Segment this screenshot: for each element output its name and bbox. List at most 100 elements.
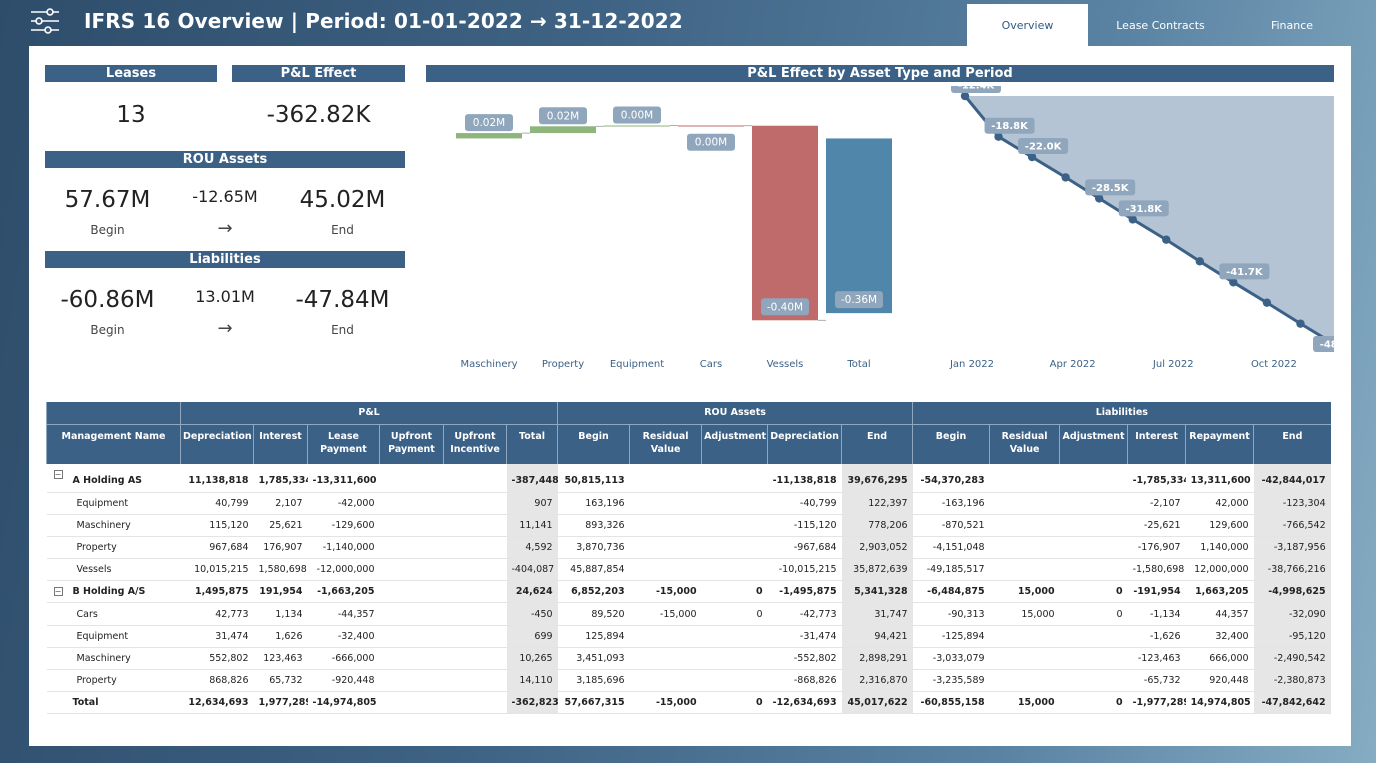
cell-total: -362,823: [506, 691, 558, 715]
pl-effect-header: P&L Effect: [232, 65, 405, 82]
column-header-residual-value-8[interactable]: Residual Value: [629, 424, 702, 464]
row-name: Vessels: [46, 558, 181, 582]
rou-begin-value: 57.67M: [64, 187, 151, 213]
cell-lease-payment: -920,448: [307, 669, 380, 693]
rou-end-label: End: [331, 223, 354, 237]
cell-depreciation: 40,799: [180, 492, 254, 515]
cell-residual-value: 15,000: [989, 602, 1060, 626]
collapse-icon[interactable]: −: [53, 587, 63, 597]
waterfall-bar-cars[interactable]: [678, 125, 744, 127]
point-label-bg: [1118, 200, 1169, 217]
trend-point[interactable]: [1195, 257, 1205, 266]
trend-point[interactable]: [1296, 319, 1305, 328]
cell-residual-value: [989, 464, 1060, 493]
trend-point[interactable]: [1094, 194, 1104, 203]
cell-total: 699: [506, 625, 558, 648]
data-label: -0.36M: [841, 294, 877, 306]
column-header-adjustment-14[interactable]: Adjustment: [1059, 424, 1128, 464]
cell-upfront-incentive: [443, 602, 507, 626]
cell-interest: -176,907: [1127, 536, 1186, 560]
cell-interest: -123,463: [1127, 647, 1186, 671]
table-row[interactable]: Maschinery 115,120 25,621 -129,600 11,141 893…: [46, 514, 1331, 537]
waterfall-bar-total[interactable]: [826, 138, 892, 314]
cell-upfront-incentive: [443, 514, 507, 537]
trend-point[interactable]: [1027, 152, 1037, 162]
tab-lease-contracts[interactable]: Lease Contracts: [1116, 19, 1205, 32]
table-row[interactable]: Vessels 10,015,215 1,580,698 -12,000,000 -40…: [46, 558, 1331, 582]
column-header-depreciation[interactable]: Depreciation: [180, 424, 254, 464]
cell-upfront-incentive: [443, 691, 507, 715]
cell-total: 24,624: [506, 580, 558, 604]
point-label-bg: [1313, 336, 1334, 352]
trend-point[interactable]: [1128, 215, 1137, 224]
filter-sliders-icon[interactable]: [30, 7, 60, 35]
cell-begin: -49,185,517: [912, 558, 990, 582]
collapse-icon[interactable]: −: [53, 470, 63, 479]
trend-point[interactable]: [994, 132, 1003, 141]
cell-repayment: 1,663,205: [1185, 580, 1254, 604]
waterfall-bar-maschinery[interactable]: [456, 133, 522, 139]
column-header-repayment-16[interactable]: Repayment: [1185, 424, 1254, 464]
cell-begin: -60,855,158: [912, 691, 990, 715]
cell-lease-payment: -42,000: [307, 492, 380, 515]
liab-arrow-icon: →: [217, 318, 233, 339]
cell-begin: 125,894: [557, 625, 630, 648]
data-label: 0.02M: [473, 117, 505, 129]
column-header-depreciation-10[interactable]: Depreciation: [767, 424, 842, 464]
waterfall-bar-property[interactable]: [530, 126, 596, 134]
trend-point[interactable]: [960, 91, 970, 101]
cell-begin: 50,815,113: [557, 464, 630, 493]
tab-overview[interactable]: Overview: [967, 4, 1088, 47]
column-header-interest-15[interactable]: Interest: [1127, 424, 1186, 464]
liab-begin-label: Begin: [90, 323, 125, 337]
column-header-total[interactable]: Total: [505, 424, 558, 464]
x-tick-label: Apr 2022: [1050, 359, 1096, 370]
column-header-adjustment-9[interactable]: Adjustment: [701, 424, 768, 464]
cell-depreciation: 868,826: [180, 669, 254, 693]
cell-end: 35,872,639: [841, 558, 913, 582]
cell-upfront-payment: [379, 558, 444, 582]
cell-end: -3,187,956: [1253, 536, 1331, 560]
x-tick-label: Jan 2022: [949, 359, 994, 370]
x-tick-label: Oct 2022: [1251, 359, 1297, 370]
cell-total: 10,265: [506, 647, 558, 671]
column-header-upfront-payment[interactable]: Upfront Payment: [379, 424, 444, 464]
table-row[interactable]: Equipment 31,474 1,626 -32,400 699 125,894 -31…: [46, 625, 1331, 648]
column-header-management-name[interactable]: Management Name: [46, 424, 181, 464]
column-header-begin-7[interactable]: Begin: [557, 424, 630, 464]
table-row[interactable]: Property 868,826 65,732 -920,448 14,110 3,185…: [46, 669, 1331, 693]
column-header-upfront-incentive[interactable]: Upfront Incentive: [443, 424, 507, 464]
cell-repayment: 42,000: [1185, 492, 1254, 515]
column-header-begin-12[interactable]: Begin: [912, 424, 990, 464]
cell-end: 45,017,622: [841, 691, 913, 715]
table-total-row[interactable]: Total 12,634,693 1,977,289 -14,974,805 -362,…: [46, 691, 1331, 715]
table-row[interactable]: Maschinery 552,802 123,463 -666,000 10,265 3,…: [46, 647, 1331, 671]
table-row[interactable]: Property 967,684 176,907 -1,140,000 4,592 3,8…: [46, 536, 1331, 560]
cell-adjustment: 0: [1059, 580, 1128, 604]
waterfall-bar-vessels[interactable]: [752, 125, 818, 321]
cell-end: 2,316,870: [841, 669, 913, 693]
data-label-bg: [687, 133, 735, 151]
table-row[interactable]: Equipment 40,799 2,107 -42,000 907 163,196 -40…: [46, 492, 1331, 515]
cell-residual-value: [629, 647, 702, 671]
column-header-interest[interactable]: Interest: [253, 424, 308, 464]
cell-end: -47,842,642: [1253, 691, 1331, 715]
row-name: Maschinery: [46, 514, 181, 537]
table-row[interactable]: Cars 42,773 1,134 -44,357 -450 89,520 -15,000 0…: [46, 602, 1331, 626]
table-group-row[interactable]: − A Holding AS 11,138,818 1,785,334 -13,311,…: [46, 464, 1331, 493]
column-header-residual-value-13[interactable]: Residual Value: [989, 424, 1060, 464]
table-group-row[interactable]: − B Holding A/S 1,495,875 191,954 -1,663,205…: [46, 580, 1331, 604]
waterfall-bar-equipment[interactable]: [604, 125, 670, 127]
trend-point[interactable]: [1229, 278, 1238, 287]
trend-point[interactable]: [1262, 298, 1272, 307]
tab-finance[interactable]: Finance: [1270, 19, 1314, 32]
column-header-lease-payment[interactable]: Lease Payment: [307, 424, 380, 464]
cell-upfront-incentive: [443, 647, 507, 671]
trend-point[interactable]: [1061, 173, 1070, 182]
cell-end: 778,206: [841, 514, 913, 537]
column-header-end-17[interactable]: End: [1253, 424, 1331, 464]
cell-end: 39,676,295: [841, 464, 913, 493]
trend-point[interactable]: [1162, 235, 1171, 244]
column-header-end-11[interactable]: End: [841, 424, 913, 464]
cell-end: 2,903,052: [841, 536, 913, 560]
